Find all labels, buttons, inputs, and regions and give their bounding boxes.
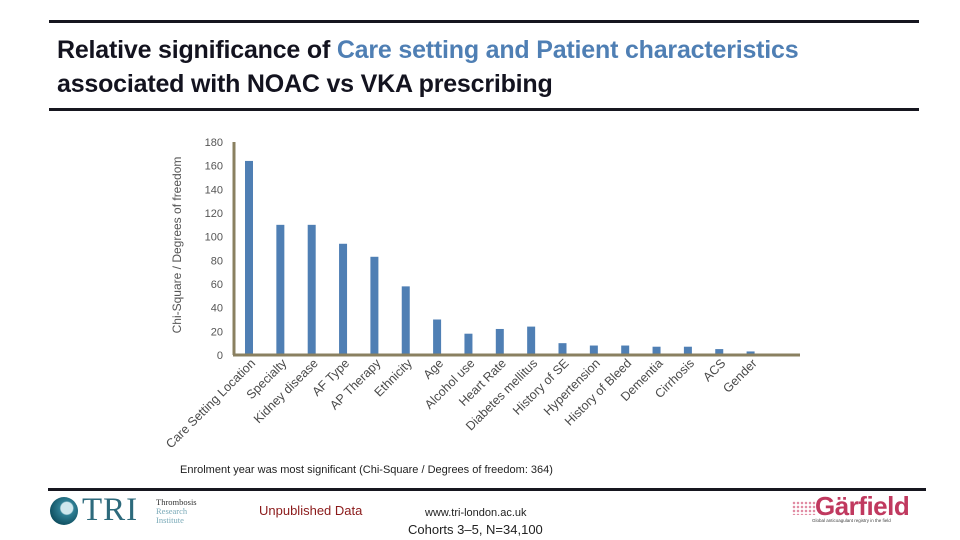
bar-history-of-bleed <box>621 345 630 355</box>
tri-sub-line-3: Institute <box>156 515 184 525</box>
bar-history-of-se <box>558 343 567 355</box>
footnote: Enrolment year was most significant (Chi… <box>180 464 553 476</box>
bar-kidney-disease <box>307 224 316 355</box>
x-tick-label: Care Setting Location <box>163 356 258 451</box>
bar-chart: 0 20 40 60 80 100 120 140 160 180 Chi-Square / De… <box>163 137 800 451</box>
bar-alcohol-use <box>464 333 473 355</box>
tri-logo: TRI Thrombosis Research Institute <box>50 492 210 531</box>
garfield-tagline: Global anticoagulant registry in the fie… <box>812 518 891 523</box>
bar-af-type <box>339 243 348 355</box>
bar-ap-therapy <box>370 256 379 355</box>
top-rule <box>49 20 919 23</box>
y-tick-label: 40 <box>211 303 223 315</box>
y-tick-labels: 0 20 40 60 80 100 120 140 160 180 <box>205 137 223 362</box>
tri-swirl-icon <box>50 497 78 525</box>
y-tick-label: 140 <box>205 184 223 196</box>
cohorts-label: Cohorts 3–5, N=34,100 <box>408 522 543 537</box>
title-part1: Relative significance of <box>57 36 337 64</box>
unpublished-label: Unpublished Data <box>259 503 363 518</box>
y-tick-label: 180 <box>205 137 223 149</box>
tri-subtitle: Thrombosis Research Institute <box>156 498 197 525</box>
tri-sub-line-2: Research <box>156 506 188 516</box>
garfield-dots-icon <box>792 501 816 515</box>
bar-diabetes-mellitus <box>527 326 536 355</box>
bar-hypertension <box>589 345 598 355</box>
y-tick-label: 100 <box>205 232 223 244</box>
website-link[interactable]: www.tri-london.ac.uk <box>425 507 527 519</box>
y-tick-label: 60 <box>211 279 223 291</box>
y-tick-label: 20 <box>211 326 223 338</box>
bars <box>245 160 755 355</box>
x-tick-label: Gender <box>720 356 759 395</box>
x-tick-label: ACS <box>700 356 728 384</box>
tri-wordmark: TRI <box>82 492 139 528</box>
bar-cirrhosis <box>683 346 692 355</box>
x-tick-label: Age <box>421 356 447 382</box>
bar-heart-rate <box>495 328 504 355</box>
bar-dementia <box>652 346 661 355</box>
y-tick-label: 0 <box>217 350 223 362</box>
bar-ethnicity <box>401 286 410 355</box>
bar-age <box>433 319 442 355</box>
garfield-logo: Gärfield Global anticoagulant registry i… <box>790 491 920 529</box>
footer-rule <box>48 488 926 491</box>
bar-acs <box>715 349 724 355</box>
y-tick-label: 80 <box>211 255 223 267</box>
tri-sub-line-1: Thrombosis <box>156 497 197 507</box>
y-axis-label: Chi-Square / Degrees of freedom <box>170 157 184 334</box>
bar-care-setting-location <box>245 160 253 355</box>
title-rule <box>49 108 919 111</box>
bar-specialty <box>276 224 285 355</box>
title-highlight: Care setting and Patient characteristics <box>336 36 799 64</box>
y-tick-label: 120 <box>205 208 223 220</box>
slide-title: Relative significance of Care setting an… <box>57 33 937 101</box>
bar-gender <box>746 351 755 355</box>
y-tick-label: 160 <box>205 161 223 173</box>
title-part2: associated with NOAC vs VKA prescribing <box>57 70 553 98</box>
garfield-wordmark: Gärfield <box>815 491 910 521</box>
